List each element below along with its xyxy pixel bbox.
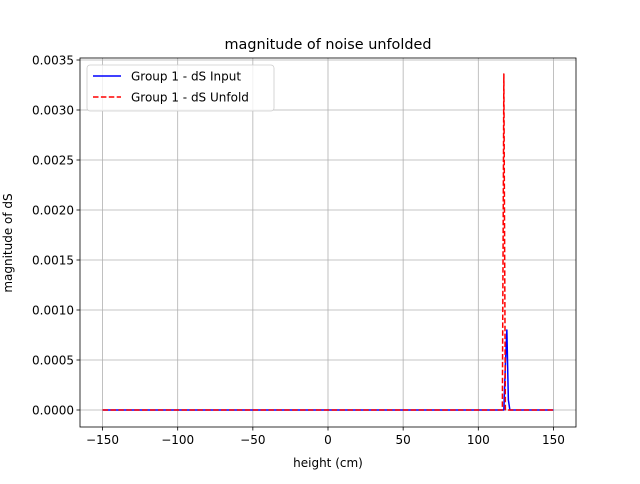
x-tick-label: 150 [542,433,565,447]
legend: Group 1 - dS Input Group 1 - dS Unfold [86,64,275,112]
x-tick-label: −150 [86,433,119,447]
y-tick-label: 0.0035 [32,53,74,67]
legend-box [86,64,275,112]
x-axis-label: height (cm) [293,456,363,470]
x-tick-label: −50 [240,433,265,447]
series-line-2 [102,73,554,411]
x-tick-label: 100 [467,433,490,447]
x-tick-label: 0 [324,433,332,447]
legend-label-2: Group 1 - dS Unfold [131,90,249,104]
y-tick-label: 0.0005 [32,353,74,367]
y-tick-label: 0.0015 [32,253,74,267]
y-tick-label: 0.0020 [32,203,74,217]
series-layer [102,73,554,411]
x-tick-label: −100 [161,433,194,447]
y-tick-label: 0.0000 [32,403,74,417]
tick-layer: −150 −100 −50 0 50 100 150 0.0000 0.0005 0.0010 0.… [32,53,565,447]
chart-title: magnitude of noise unfolded [225,37,432,53]
legend-label-1: Group 1 - dS Input [131,69,241,83]
y-tick-label: 0.0025 [32,153,74,167]
x-tick-label: 50 [396,433,411,447]
y-axis-label: magnitude of dS [1,193,15,292]
y-tick-label: 0.0030 [32,103,74,117]
y-tick-label: 0.0010 [32,303,74,317]
